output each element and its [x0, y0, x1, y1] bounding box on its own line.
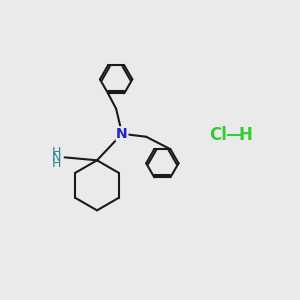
Text: N: N [116, 127, 128, 141]
Text: Cl: Cl [209, 126, 227, 144]
Text: H: H [52, 146, 61, 159]
Text: N: N [52, 152, 61, 164]
Text: H: H [52, 157, 61, 170]
Text: H: H [239, 126, 253, 144]
